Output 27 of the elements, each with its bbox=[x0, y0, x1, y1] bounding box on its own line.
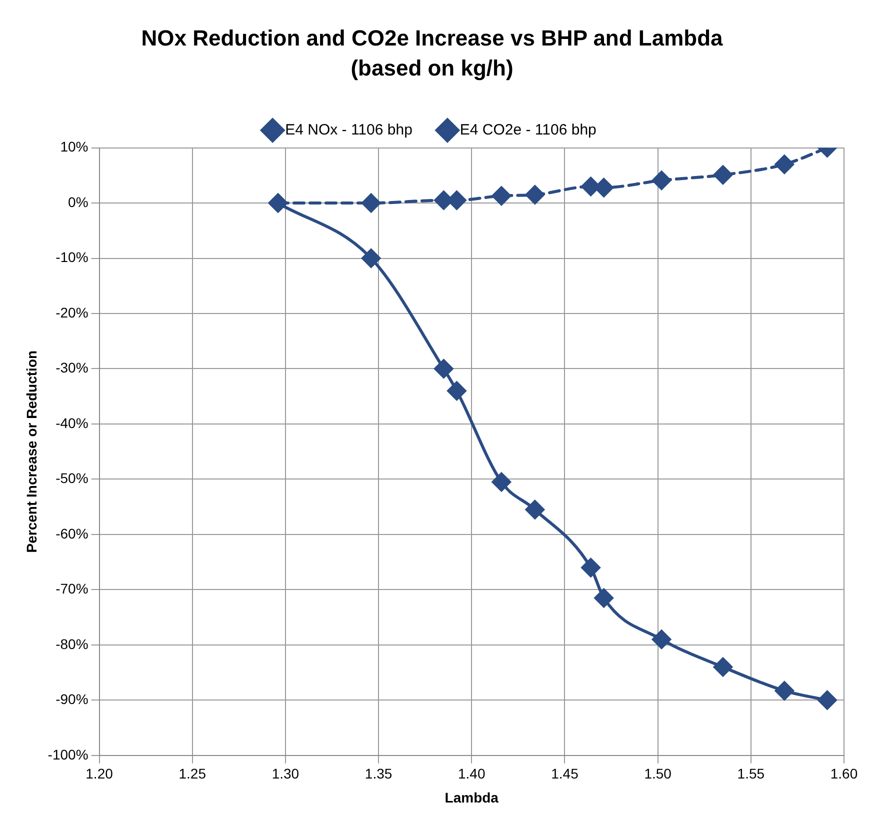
x-tick-label: 1.50 bbox=[644, 766, 672, 782]
legend-label: E4 NOx - 1106 bhp bbox=[285, 121, 412, 138]
x-tick-label: 1.60 bbox=[830, 766, 858, 782]
x-tick-label: 1.40 bbox=[458, 766, 486, 782]
x-tick-label: 1.55 bbox=[737, 766, 765, 782]
y-axis-title: Percent Increase or Reduction bbox=[23, 350, 40, 553]
x-tick-label: 1.25 bbox=[178, 766, 206, 782]
y-tick-label: 0% bbox=[68, 194, 88, 210]
x-tick-label: 1.35 bbox=[364, 766, 392, 782]
x-tick-label: 1.30 bbox=[272, 766, 300, 782]
y-tick-label: -10% bbox=[56, 249, 88, 266]
y-tick-label: -90% bbox=[56, 691, 88, 708]
y-tick-label: -50% bbox=[56, 470, 88, 486]
y-tick-label: 10% bbox=[60, 138, 88, 155]
y-tick-label: -70% bbox=[56, 580, 88, 597]
y-tick-label: -30% bbox=[56, 360, 88, 376]
legend-label: E4 CO2e - 1106 bhp bbox=[460, 121, 596, 138]
y-tick-label: -100% bbox=[48, 746, 88, 762]
y-tick-label: -40% bbox=[56, 414, 88, 431]
y-tick-label: -80% bbox=[56, 636, 88, 652]
x-tick-label: 1.20 bbox=[86, 766, 114, 782]
chart-subtitle: (based on kg/h) bbox=[350, 56, 514, 81]
x-axis-title: Lambda bbox=[444, 789, 499, 806]
x-tick-label: 1.45 bbox=[551, 766, 579, 782]
y-tick-label: -60% bbox=[56, 525, 88, 542]
chart-title: NOx Reduction and CO2e Increase vs BHP and Lambda bbox=[141, 25, 724, 50]
y-tick-label: -20% bbox=[56, 304, 88, 320]
